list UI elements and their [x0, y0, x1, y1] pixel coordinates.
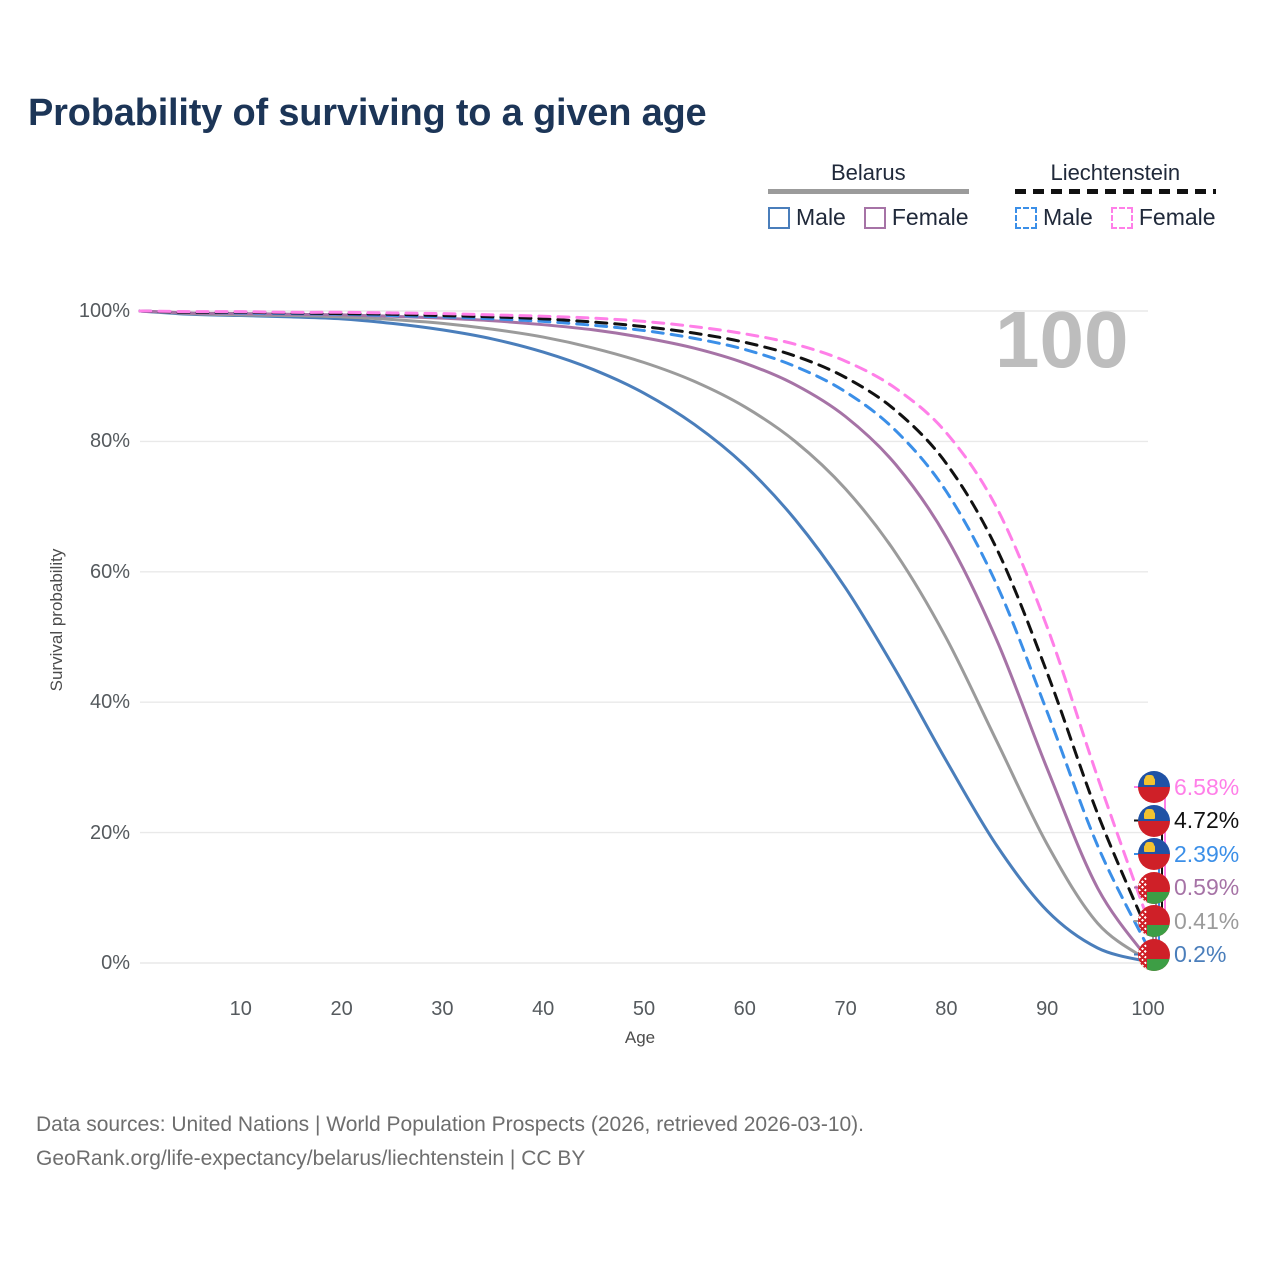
belarus-flag [1138, 871, 1170, 904]
legend-item-liechtenstein-female[interactable]: Female [1110, 204, 1216, 231]
legend-rule-liechtenstein [1015, 189, 1216, 194]
chart-legend: Belarus Male Female Liechtenstein Male [760, 160, 1260, 240]
x-tick-label: 20 [330, 998, 353, 1020]
legend-label: Female [1138, 204, 1216, 230]
legend-swatch-icon [768, 206, 790, 229]
liechtenstein-flag [1138, 771, 1170, 803]
x-tick-label: 70 [834, 998, 857, 1020]
y-tick-label: 0% [101, 952, 130, 974]
legend-swatch-icon [863, 206, 886, 229]
y-tick-label: 80% [89, 430, 130, 453]
series-end-label[interactable]: 0.59% [1138, 871, 1239, 905]
flag-green-band [1138, 891, 1170, 904]
series-end-label[interactable]: 0.2% [1138, 938, 1226, 972]
x-tick-label: 10 [229, 998, 252, 1020]
legend-item-liechtenstein-male[interactable]: Male [1015, 204, 1093, 231]
series-end-label[interactable]: 2.39% [1138, 837, 1239, 871]
y-axis-title: Survival probability [47, 548, 66, 692]
x-tick-label: 80 [935, 998, 958, 1020]
end-label-value: 0.41% [1174, 907, 1240, 934]
legend-label: Male [1043, 204, 1093, 230]
legend-item-belarus-male[interactable]: Male [768, 204, 846, 231]
y-axis-ticks: 0% 20% 40% 60% 80% 100% [0, 0, 130, 1000]
x-tick-label: 100 [1131, 998, 1165, 1020]
legend-rule-belarus [768, 189, 969, 194]
legend-swatch-icon [1110, 206, 1133, 229]
x-axis-title: Age [624, 1028, 656, 1047]
end-label-value: 2.39% [1174, 840, 1240, 867]
liechtenstein-flag [1138, 804, 1170, 837]
crown-icon [1144, 808, 1155, 819]
y-tick-label: 100% [78, 300, 130, 322]
flag-green-band [1138, 925, 1170, 937]
age-watermark: 100 [995, 295, 1129, 384]
belarus-flag [1138, 938, 1170, 971]
flag-ornament [1138, 905, 1147, 937]
flag-ornament [1138, 871, 1147, 904]
x-tick-label: 90 [1036, 998, 1059, 1020]
series-line [138, 309, 1150, 949]
end-label-value: 4.72% [1174, 807, 1240, 833]
legend-label: Female [891, 204, 969, 230]
end-label-value: 6.58% [1174, 773, 1240, 800]
flag-green-band [1138, 958, 1170, 971]
liechtenstein-flag [1138, 838, 1170, 870]
series-end-label[interactable]: 6.58% [1138, 770, 1239, 804]
legend-item-belarus-female[interactable]: Female [863, 204, 969, 231]
flag-ornament [1138, 938, 1147, 971]
legend-group-title-liechtenstein: Liechtenstein [1050, 160, 1181, 185]
y-tick-label: 40% [89, 691, 130, 714]
x-tick-label: 60 [733, 998, 756, 1020]
series-end-labels: 6.58% 4.72% 2.39% 0.59% 0.41% 0.2% [1138, 770, 1280, 990]
legend-group-title-belarus: Belarus [830, 160, 906, 185]
belarus-flag [1138, 905, 1170, 937]
footer-line-attribution: GeoRank.org/life-expectancy/belarus/liec… [36, 1147, 586, 1170]
series-line [138, 309, 1150, 922]
y-tick-label: 20% [89, 821, 130, 844]
gridlines [140, 310, 1148, 964]
end-label-value: 0.2% [1174, 941, 1227, 967]
x-tick-label: 30 [431, 998, 454, 1020]
crown-icon [1144, 775, 1155, 785]
x-tick-label: 40 [532, 998, 555, 1020]
series-lines [138, 309, 1150, 964]
chart-svg [138, 309, 1166, 964]
legend-group-liechtenstein: Liechtenstein Male Female [1015, 160, 1216, 231]
series-line [138, 309, 1150, 962]
series-line [138, 309, 1150, 964]
legend-swatch-icon [1015, 206, 1037, 229]
footer-line-sources: Data sources: United Nations | World Pop… [36, 1113, 865, 1136]
legend-label: Male [796, 204, 846, 230]
footer: Data sources: United Nations | World Pop… [36, 1108, 864, 1176]
y-tick-label: 60% [89, 560, 130, 583]
page-title: Probability of surviving to a given age [28, 92, 707, 134]
series-line [138, 309, 1150, 934]
series-end-label[interactable]: 0.41% [1138, 904, 1239, 938]
series-end-label[interactable]: 4.72% [1138, 804, 1239, 838]
plot-area: 100 0% 20% 40% 60% 80% 100% 10 20 30 40 50 60 70 80 9… [0, 0, 1280, 1048]
crown-icon [1144, 842, 1155, 852]
series-line [138, 309, 1150, 961]
end-label-value: 0.59% [1174, 874, 1240, 900]
x-tick-label: 50 [632, 998, 656, 1020]
legend-group-belarus: Belarus Male Female [768, 160, 969, 231]
